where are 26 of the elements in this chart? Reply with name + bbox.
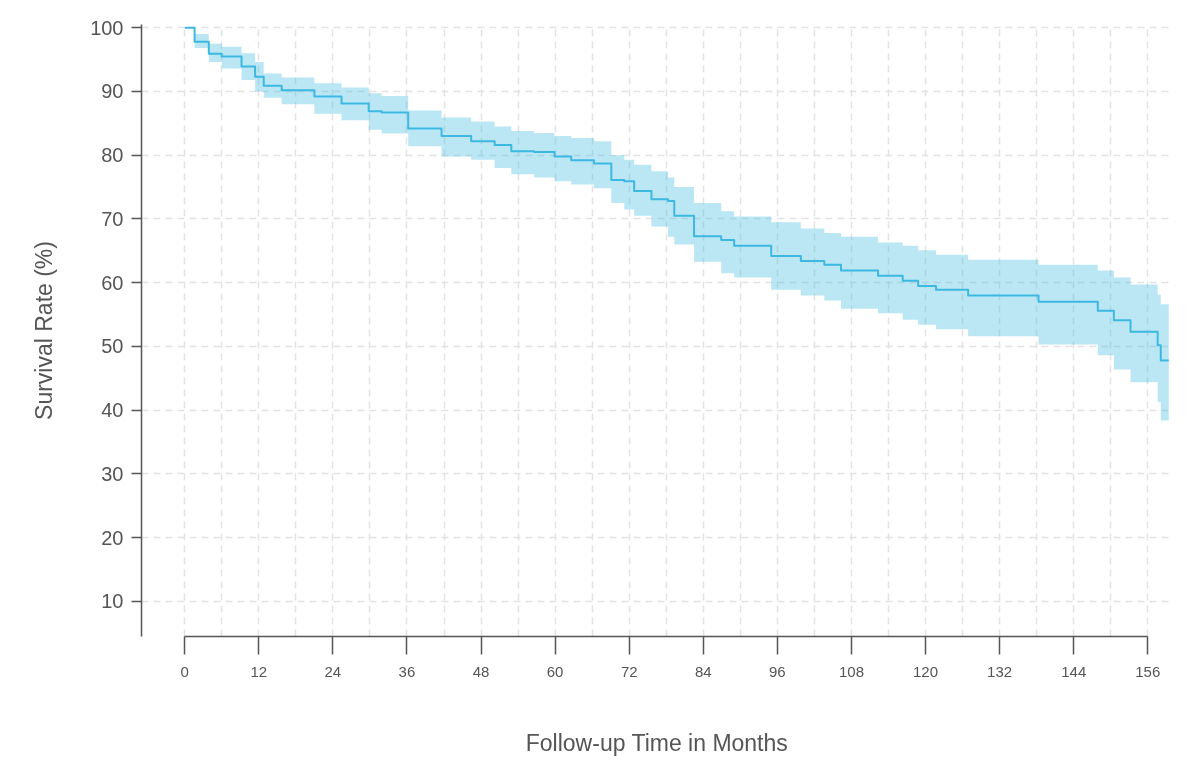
x-tick-label: 72	[620, 662, 638, 680]
y-tick-label: 90	[101, 80, 124, 103]
x-tick-label: 156	[1135, 662, 1161, 680]
x-tick-label: 24	[324, 662, 342, 680]
x-axis-title: Follow-up Time in Months	[525, 729, 788, 756]
x-tick-label: 144	[1061, 662, 1087, 680]
x-tick-label: 36	[398, 662, 416, 680]
y-axis-title: Survival Rate (%)	[31, 241, 58, 420]
y-tick-label: 30	[101, 462, 124, 485]
y-tick-label: 70	[101, 207, 124, 230]
x-tick-label: 0	[180, 662, 189, 680]
y-tick-label: 20	[101, 526, 124, 549]
x-tick-label: 132	[987, 662, 1013, 680]
x-tick-label: 60	[546, 662, 564, 680]
x-tick-label: 12	[250, 662, 268, 680]
y-tick-label: 40	[101, 399, 124, 422]
x-tick-label: 84	[694, 662, 712, 680]
x-tick-label: 120	[913, 662, 939, 680]
x-tick-label: 48	[472, 662, 490, 680]
x-tick-label: 96	[769, 662, 786, 680]
y-tick-label: 80	[101, 144, 124, 167]
y-tick-label: 10	[101, 590, 124, 613]
y-tick-label: 100	[90, 16, 124, 39]
x-tick-label: 108	[838, 662, 864, 680]
y-tick-label: 60	[101, 271, 124, 294]
y-tick-label: 50	[101, 335, 124, 358]
